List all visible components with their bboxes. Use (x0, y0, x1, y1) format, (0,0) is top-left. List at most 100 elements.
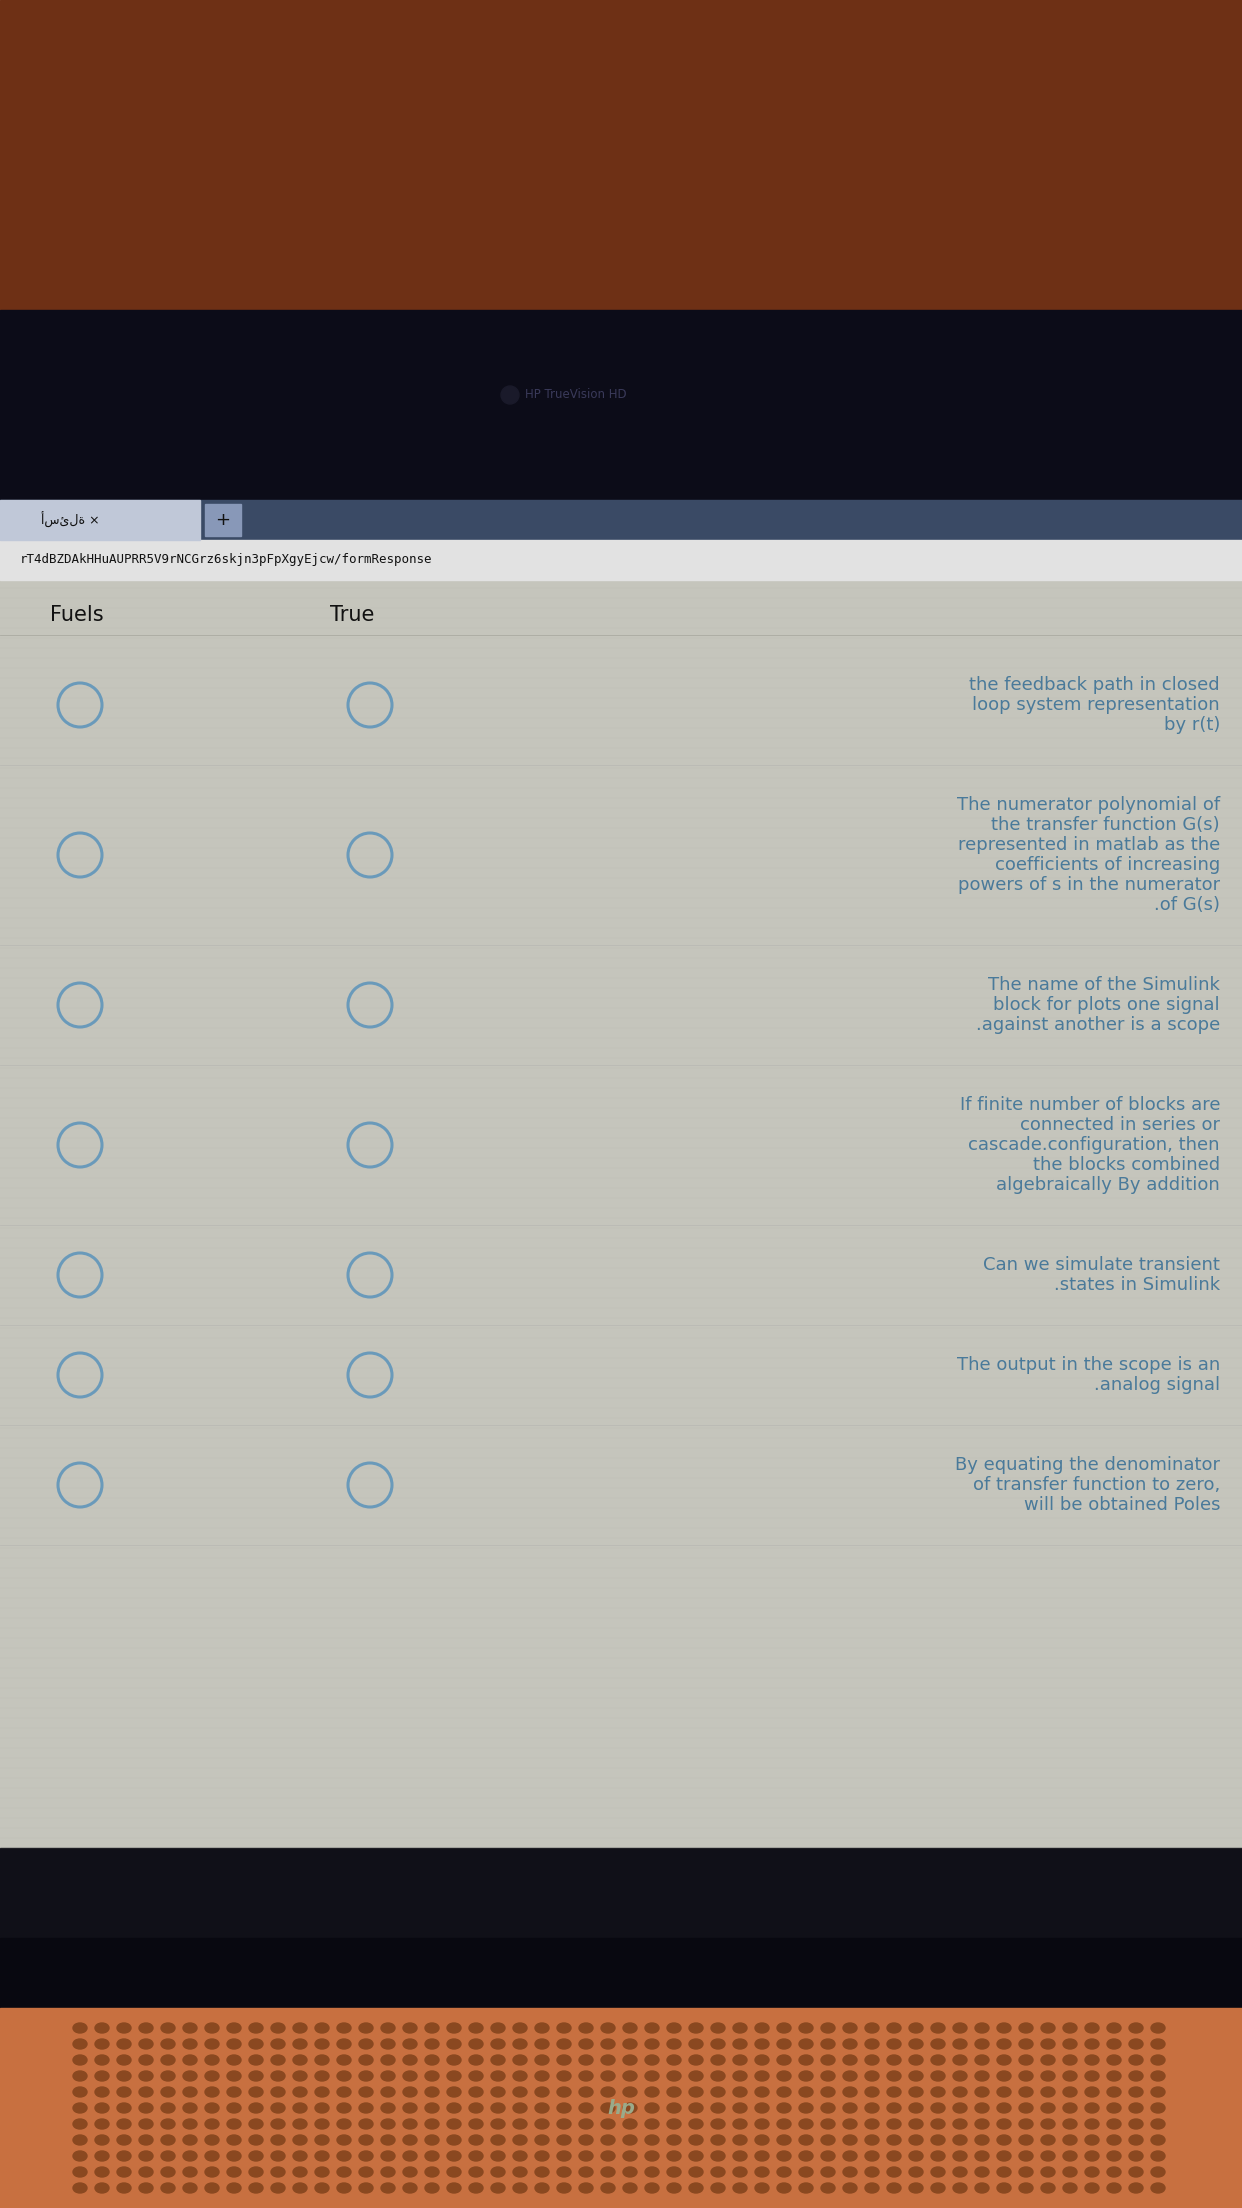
Ellipse shape (469, 2120, 483, 2129)
Ellipse shape (887, 2151, 900, 2162)
Ellipse shape (1129, 2102, 1143, 2113)
Ellipse shape (205, 2087, 219, 2098)
Ellipse shape (1018, 2184, 1033, 2193)
Ellipse shape (755, 2056, 769, 2064)
Ellipse shape (73, 2166, 87, 2177)
Ellipse shape (227, 2023, 241, 2034)
Ellipse shape (667, 2184, 681, 2193)
Ellipse shape (161, 2151, 175, 2162)
Ellipse shape (667, 2135, 681, 2144)
Ellipse shape (1063, 2151, 1077, 2162)
Ellipse shape (161, 2087, 175, 2098)
Ellipse shape (556, 2151, 571, 2162)
Ellipse shape (315, 2102, 329, 2113)
Ellipse shape (337, 2166, 351, 2177)
Ellipse shape (799, 2023, 814, 2034)
Ellipse shape (601, 2023, 615, 2034)
Text: True: True (330, 605, 374, 625)
Ellipse shape (777, 2038, 791, 2049)
Ellipse shape (183, 2087, 197, 2098)
Ellipse shape (1107, 2071, 1122, 2080)
Ellipse shape (689, 2087, 703, 2098)
Ellipse shape (755, 2023, 769, 2034)
Ellipse shape (337, 2151, 351, 2162)
Ellipse shape (710, 2056, 725, 2064)
Ellipse shape (248, 2023, 263, 2034)
Ellipse shape (535, 2135, 549, 2144)
Ellipse shape (1086, 2102, 1099, 2113)
Ellipse shape (799, 2038, 814, 2049)
Ellipse shape (667, 2056, 681, 2064)
Ellipse shape (271, 2071, 284, 2080)
Ellipse shape (513, 2166, 527, 2177)
Text: by r(t): by r(t) (1164, 715, 1220, 733)
Ellipse shape (710, 2120, 725, 2129)
Ellipse shape (1107, 2102, 1122, 2113)
Ellipse shape (579, 2023, 592, 2034)
Ellipse shape (601, 2102, 615, 2113)
Ellipse shape (710, 2166, 725, 2177)
Ellipse shape (556, 2184, 571, 2193)
Ellipse shape (733, 2120, 746, 2129)
Ellipse shape (359, 2166, 373, 2177)
Text: أسئلة ×: أسئلة × (41, 512, 99, 528)
Ellipse shape (887, 2023, 900, 2034)
Ellipse shape (975, 2056, 989, 2064)
Ellipse shape (94, 2056, 109, 2064)
Ellipse shape (1151, 2151, 1165, 2162)
Ellipse shape (1151, 2184, 1165, 2193)
Ellipse shape (864, 2135, 879, 2144)
Ellipse shape (447, 2120, 461, 2129)
Ellipse shape (887, 2135, 900, 2144)
Ellipse shape (689, 2023, 703, 2034)
Ellipse shape (402, 2184, 417, 2193)
Ellipse shape (1063, 2056, 1077, 2064)
Ellipse shape (248, 2071, 263, 2080)
Ellipse shape (94, 2087, 109, 2098)
Ellipse shape (402, 2071, 417, 2080)
Text: Fuels: Fuels (50, 605, 103, 625)
Ellipse shape (997, 2135, 1011, 2144)
Ellipse shape (953, 2087, 968, 2098)
Text: the blocks combined: the blocks combined (1033, 1157, 1220, 1175)
Text: The numerator polynomial of: The numerator polynomial of (956, 797, 1220, 815)
Ellipse shape (932, 2038, 945, 2049)
Ellipse shape (183, 2120, 197, 2129)
Ellipse shape (777, 2166, 791, 2177)
Ellipse shape (733, 2166, 746, 2177)
Ellipse shape (161, 2184, 175, 2193)
Ellipse shape (381, 2102, 395, 2113)
Ellipse shape (1018, 2135, 1033, 2144)
Ellipse shape (535, 2102, 549, 2113)
Ellipse shape (1129, 2023, 1143, 2034)
Ellipse shape (535, 2151, 549, 2162)
Ellipse shape (381, 2184, 395, 2193)
Ellipse shape (975, 2038, 989, 2049)
Ellipse shape (556, 2056, 571, 2064)
Ellipse shape (843, 2023, 857, 2034)
Ellipse shape (425, 2023, 438, 2034)
Ellipse shape (337, 2056, 351, 2064)
Ellipse shape (953, 2056, 968, 2064)
Ellipse shape (975, 2151, 989, 2162)
Ellipse shape (799, 2166, 814, 2177)
Ellipse shape (953, 2102, 968, 2113)
Ellipse shape (381, 2087, 395, 2098)
Ellipse shape (887, 2056, 900, 2064)
Ellipse shape (491, 2184, 505, 2193)
Ellipse shape (117, 2087, 130, 2098)
Ellipse shape (556, 2071, 571, 2080)
Ellipse shape (975, 2071, 989, 2080)
Ellipse shape (997, 2087, 1011, 2098)
Ellipse shape (315, 2120, 329, 2129)
Text: powers of s in the numerator: powers of s in the numerator (958, 877, 1220, 894)
Ellipse shape (183, 2102, 197, 2113)
Ellipse shape (139, 2135, 153, 2144)
Ellipse shape (864, 2151, 879, 2162)
Ellipse shape (689, 2102, 703, 2113)
Text: HP TrueVision HD: HP TrueVision HD (525, 389, 627, 402)
Ellipse shape (447, 2166, 461, 2177)
Ellipse shape (271, 2151, 284, 2162)
Ellipse shape (293, 2087, 307, 2098)
Ellipse shape (887, 2071, 900, 2080)
